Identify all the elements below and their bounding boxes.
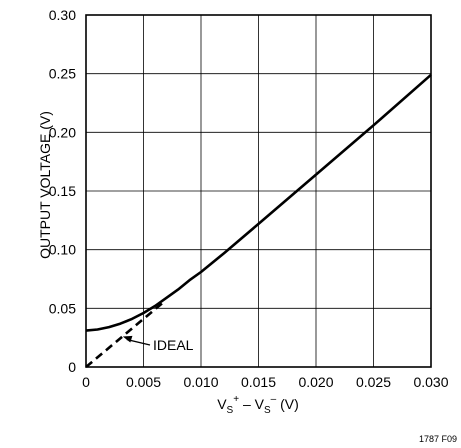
ideal-annotation-label: IDEAL bbox=[153, 337, 194, 353]
x-tick-label: 0.020 bbox=[298, 374, 333, 390]
x-tick-label: 0 bbox=[82, 374, 90, 390]
y-tick-label: 0 bbox=[68, 359, 76, 375]
y-axis-label: OUTPUT VOLTAGE (V) bbox=[37, 111, 53, 259]
data-series bbox=[85, 73, 432, 368]
y-tick-label: 0.05 bbox=[49, 300, 76, 316]
x-tick-labels: 0 0.005 0.010 0.015 0.020 0.025 0.030 bbox=[82, 374, 449, 390]
y-tick-label: 0.25 bbox=[49, 66, 76, 82]
x-tick-label: 0.010 bbox=[183, 374, 218, 390]
y-tick-label: 0.15 bbox=[49, 183, 76, 199]
y-tick-labels: 0 0.05 0.10 0.15 0.20 0.25 0.30 bbox=[49, 7, 76, 375]
x-tick-label: 0.030 bbox=[413, 374, 448, 390]
y-tick-label: 0.20 bbox=[49, 124, 76, 140]
ideal-series-line bbox=[85, 301, 164, 368]
ideal-annotation-arrowhead bbox=[122, 335, 133, 343]
y-tick-label: 0.10 bbox=[49, 242, 76, 258]
x-tick-label: 0.005 bbox=[126, 374, 161, 390]
x-tick-label: 0.015 bbox=[241, 374, 276, 390]
x-tick-label: 0.025 bbox=[356, 374, 391, 390]
y-tick-label: 0.30 bbox=[49, 7, 76, 23]
grid bbox=[86, 15, 431, 367]
plot-frame bbox=[85, 14, 432, 368]
output-voltage-series-line bbox=[85, 73, 432, 332]
figure-id: 1787 F09 bbox=[419, 434, 457, 444]
x-axis-label: VS+ – VS– (V) bbox=[217, 394, 299, 416]
